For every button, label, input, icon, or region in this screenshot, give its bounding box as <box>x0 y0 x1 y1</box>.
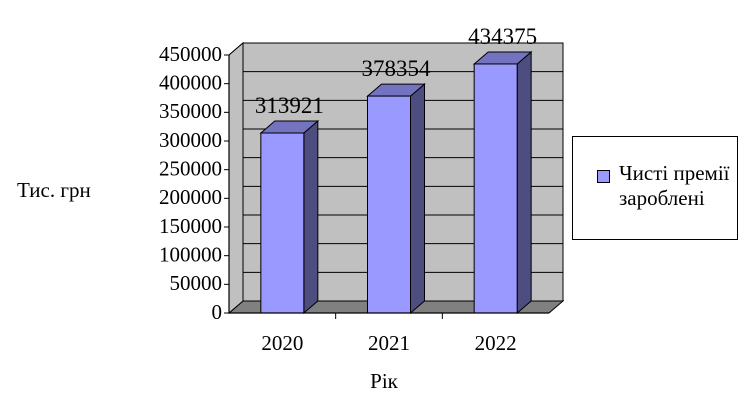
x-tick-label: 2020 <box>261 331 303 355</box>
bar <box>472 50 533 315</box>
legend-label: Чисті премії зароблені <box>619 161 730 210</box>
y-tick-label: 350000 <box>159 99 222 123</box>
y-tick-labels: 0 50000 100000 150000 200000 250000 300000 3500… <box>159 42 222 324</box>
bar <box>366 82 426 315</box>
y-tick-label: 100000 <box>159 242 222 266</box>
y-tick-label: 250000 <box>159 156 222 180</box>
legend-swatch <box>597 170 610 183</box>
y-tick-label: 150000 <box>159 214 222 238</box>
x-tick-labels: 2020 2021 2022 <box>261 331 516 355</box>
y-tick-label: 0 <box>212 300 223 324</box>
side-wall <box>228 41 244 315</box>
y-tick-label: 50000 <box>170 271 223 295</box>
bar-front <box>367 95 411 314</box>
x-tick-label: 2022 <box>475 331 517 355</box>
x-axis-title: Рік <box>370 369 399 393</box>
axes <box>224 54 549 319</box>
bar-side <box>303 119 319 315</box>
bar-front <box>473 63 518 314</box>
y-tick-label: 200000 <box>159 185 222 209</box>
y-tick-label: 450000 <box>159 42 222 66</box>
bars <box>259 50 533 315</box>
bar-front <box>260 132 305 314</box>
data-label: 313921 <box>255 93 324 118</box>
y-tick-label: 400000 <box>159 70 222 94</box>
data-label: 434375 <box>468 24 537 49</box>
x-tick-label: 2021 <box>368 331 410 355</box>
y-tick-label: 300000 <box>159 128 222 152</box>
data-label: 378354 <box>362 56 432 81</box>
y-axis-title: Тис. грн <box>17 178 91 202</box>
bar-side <box>516 50 532 315</box>
data-labels: 313921 378354 434375 <box>255 24 537 118</box>
bar <box>259 119 320 315</box>
legend: Чисті премії зароблені <box>572 136 738 240</box>
bar-side <box>410 82 425 315</box>
